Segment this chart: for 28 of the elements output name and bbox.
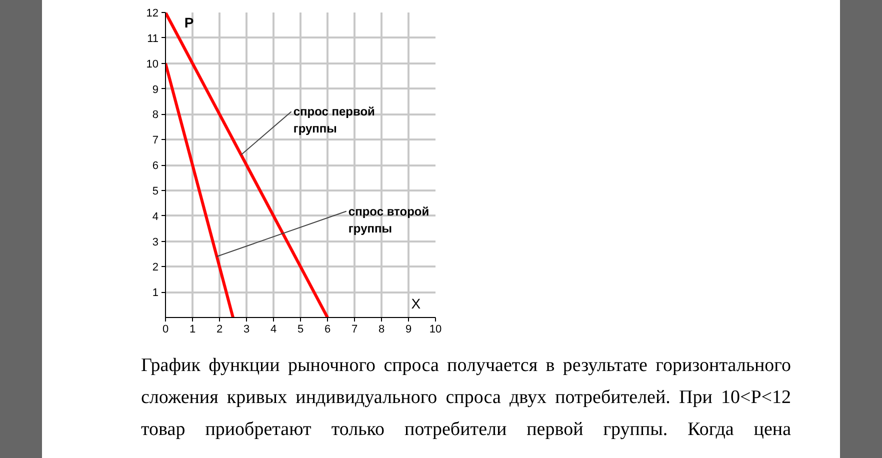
x-tick-label: 7 — [351, 324, 358, 336]
y-tick-label: 9 — [152, 84, 159, 96]
y-tick-label: 7 — [152, 134, 159, 147]
annotation: спрос второй группы — [348, 204, 430, 236]
x-tick-label: 9 — [405, 324, 412, 336]
x-tick-label: 1 — [189, 324, 196, 336]
x-tick-label: 2 — [216, 324, 223, 336]
x-tick-label: 8 — [378, 324, 385, 336]
y-axis-title: P — [184, 14, 194, 30]
y-tick-label: 12 — [146, 8, 159, 20]
x-tick-label: 3 — [243, 324, 250, 336]
text: График функции рыночного спроса получается в результате горизонтального сложения кривых индивидуального спроса двух потребителей. При 10<P<12 товар приобретают только потребители первой группы. Когда цена — [141, 354, 791, 442]
annotation: спрос первой группы — [293, 104, 375, 136]
x-tick-label: 10 — [429, 324, 442, 336]
x-axis-title: X — [411, 296, 422, 312]
y-tick-label: 2 — [152, 262, 159, 274]
y-tick-label: 3 — [152, 236, 159, 248]
x-tick-label: 0 — [162, 324, 169, 336]
y-tick-label: 1 — [152, 287, 159, 300]
x-tick-label: 4 — [270, 324, 277, 336]
y-tick-label: 8 — [152, 109, 159, 122]
x-tick-label: 5 — [297, 324, 304, 336]
y-tick-label: 4 — [152, 210, 159, 223]
y-tick-label: 10 — [146, 58, 159, 70]
y-tick-label: 5 — [152, 185, 159, 198]
y-tick-label: 11 — [147, 32, 159, 45]
y-tick-label: 6 — [152, 160, 159, 172]
x-tick-label: 6 — [324, 324, 331, 336]
